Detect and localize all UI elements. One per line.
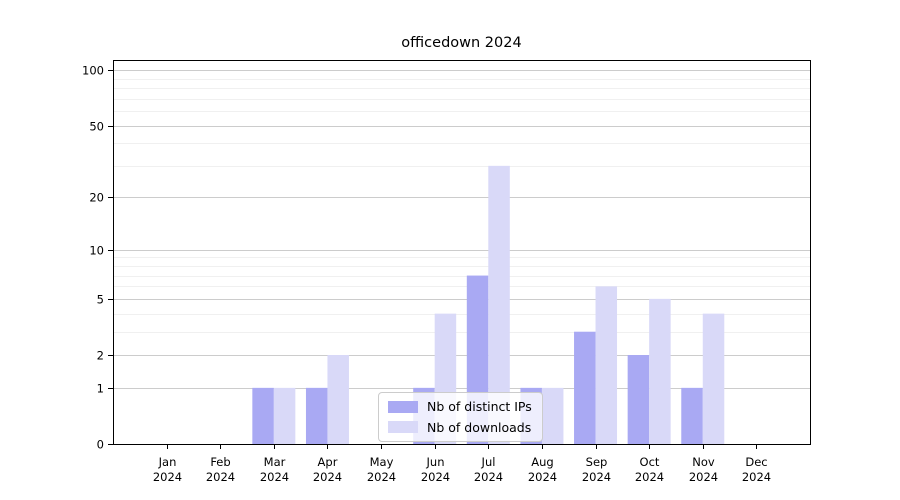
- x-tick-label-month: Mar: [264, 455, 286, 469]
- x-tick-label-year: 2024: [367, 470, 396, 484]
- bar-downloads-aug: [541, 387, 564, 444]
- legend-label-downloads: Nb of downloads: [427, 419, 532, 435]
- bar-distinct-ips-oct: [627, 355, 650, 444]
- x-tick-label-year: 2024: [206, 470, 235, 484]
- x-tick-label-year: 2024: [474, 470, 503, 484]
- y-tick-label: 5: [97, 293, 104, 307]
- bar-downloads-apr: [327, 355, 349, 444]
- bar-distinct-ips-nov: [681, 387, 703, 444]
- bar-distinct-ips-sep: [574, 331, 596, 444]
- y-tick-label: 50: [89, 120, 104, 134]
- legend: Nb of distinct IPs Nb of downloads: [378, 392, 543, 443]
- y-tick-label: 1: [97, 382, 104, 396]
- bar-downloads-nov: [702, 313, 725, 444]
- x-tick-label-year: 2024: [421, 470, 450, 484]
- x-tick-label-month: Aug: [531, 455, 553, 469]
- x-tick-label-month: Sep: [586, 455, 608, 469]
- x-tick-label-year: 2024: [528, 470, 557, 484]
- x-tick-label-year: 2024: [689, 470, 718, 484]
- x-tick-label-month: Apr: [318, 455, 338, 469]
- x-tick-label-month: May: [370, 455, 394, 469]
- x-tick-label-month: Jul: [481, 455, 496, 469]
- legend-swatch-distinct-ips: [388, 400, 418, 413]
- plot-border: [113, 60, 811, 445]
- x-tick-label-year: 2024: [260, 470, 289, 484]
- bar-downloads-sep: [595, 286, 618, 444]
- bar-distinct-ips-apr: [305, 387, 328, 444]
- y-tick-label: 100: [82, 64, 104, 78]
- x-tick-label-year: 2024: [635, 470, 664, 484]
- legend-swatch-downloads: [388, 421, 418, 434]
- x-tick-label-month: Nov: [692, 455, 715, 469]
- x-tick-label-year: 2024: [742, 470, 771, 484]
- x-tick-label-month: Jan: [158, 455, 177, 469]
- bar-downloads-mar: [273, 387, 296, 444]
- x-tick-label-year: 2024: [582, 470, 611, 484]
- x-tick-label-year: 2024: [153, 470, 182, 484]
- y-tick-label: 2: [97, 349, 104, 363]
- x-tick-label-month: Feb: [210, 455, 230, 469]
- chart-title: officedown 2024: [401, 35, 522, 51]
- y-tick-label: 0: [97, 438, 104, 452]
- legend-label-distinct-ips: Nb of distinct IPs: [427, 399, 532, 414]
- x-tick-label-month: Jun: [426, 455, 445, 469]
- bar-distinct-ips-mar: [252, 387, 274, 444]
- x-tick-label-year: 2024: [313, 470, 342, 484]
- bar-downloads-jul: [488, 165, 510, 444]
- legend-item-distinct-ips: Nb of distinct IPs: [388, 399, 532, 415]
- y-tick-label: 20: [89, 191, 104, 205]
- legend-item-downloads: Nb of downloads: [388, 420, 532, 436]
- x-tick-label-month: Oct: [640, 455, 660, 469]
- y-tick-label: 10: [89, 244, 104, 258]
- bar-downloads-oct: [649, 298, 671, 444]
- x-tick-label-month: Dec: [745, 455, 767, 469]
